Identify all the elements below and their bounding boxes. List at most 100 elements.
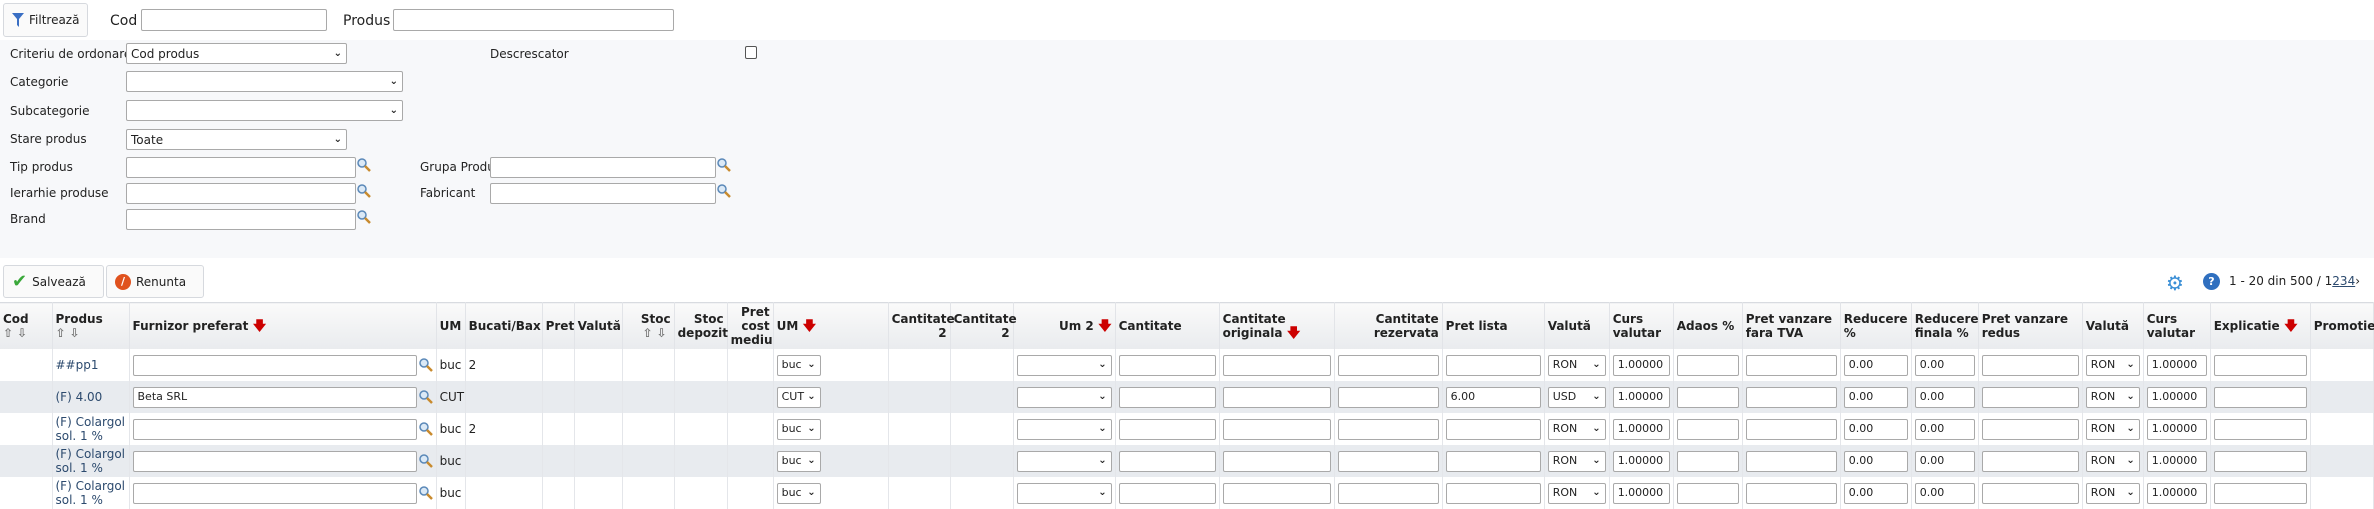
input[interactable]: 1.00000 [2146,386,2207,408]
select[interactable]: RON ⌄ [1547,354,1606,376]
column-header[interactable]: Curs valutar [1609,302,1674,349]
input[interactable] [132,418,418,440]
input[interactable] [1118,482,1216,504]
descrescator-checkbox[interactable] [745,46,757,59]
ierarhie-input[interactable] [126,183,356,204]
select[interactable]: RON ⌄ [1547,482,1606,504]
input[interactable] [1337,354,1439,376]
produs-input[interactable] [393,9,674,31]
column-header[interactable]: Furnizor preferat 🡇 [129,302,437,349]
cod-input[interactable] [141,9,327,31]
input[interactable] [1222,450,1331,472]
input[interactable] [1337,450,1439,472]
column-header[interactable]: Pret vanzare fara TVA [1742,302,1841,349]
select[interactable]: buc ⌄ [776,354,821,376]
cancel-button[interactable]: / Renunta [106,265,204,298]
input[interactable]: 1.00000 [1612,386,1670,408]
input[interactable]: 0.00 [1843,418,1908,440]
sort-arrows-icon[interactable]: ⇧⇩ [55,326,84,340]
column-header[interactable]: UM 🡇 [773,302,889,349]
input[interactable] [132,482,418,504]
input[interactable]: 0.00 [1843,354,1908,376]
column-header[interactable]: Adaos % [1673,302,1743,349]
input[interactable] [2213,354,2307,376]
input[interactable] [1445,450,1541,472]
column-header[interactable]: Um 2 🡇 [1013,302,1116,349]
select[interactable]: ⌄ [1016,450,1112,472]
input[interactable] [1745,450,1837,472]
input[interactable]: 1.00000 [2146,354,2207,376]
input[interactable] [1981,354,2079,376]
column-header[interactable]: Cod ⇧⇩ [0,302,53,349]
search-icon[interactable] [419,390,433,404]
column-header[interactable]: Stoc depozit [674,302,728,349]
sort-desc-icon[interactable]: 🡇 [1282,325,1301,341]
input[interactable]: 1.00000 [2146,450,2207,472]
column-header[interactable]: Pret cost mediu [727,302,774,349]
input[interactable]: 0.00 [1914,450,1975,472]
select[interactable]: RON ⌄ [2085,418,2140,440]
next-page-button[interactable]: › [2355,274,2361,288]
input[interactable] [1337,386,1439,408]
search-icon[interactable] [357,184,371,198]
product-name[interactable]: (F) Colargol sol. 1 % [55,447,126,475]
product-name[interactable]: (F) Colargol sol. 1 % [55,415,126,443]
input[interactable] [1981,418,2079,440]
column-header[interactable]: UM [436,302,466,349]
input[interactable]: 1.00000 [1612,354,1670,376]
input[interactable] [1337,418,1439,440]
subcategorie-select[interactable]: ⌄ [126,100,403,121]
grupa-input[interactable] [490,157,716,178]
help-icon[interactable]: ? [2203,273,2220,290]
select[interactable]: USD ⌄ [1547,386,1606,408]
input[interactable] [1745,354,1837,376]
input[interactable] [1745,482,1837,504]
search-icon[interactable] [419,486,433,500]
input[interactable] [1222,386,1331,408]
input[interactable]: 6.00 [1445,386,1541,408]
select[interactable]: ⌄ [1016,354,1112,376]
search-icon[interactable] [419,358,433,372]
categorie-select[interactable]: ⌄ [126,71,403,92]
sort-desc-icon[interactable]: 🡇 [798,318,817,334]
select[interactable]: RON ⌄ [2085,450,2140,472]
search-icon[interactable] [357,158,371,172]
input[interactable] [132,354,418,376]
column-header[interactable]: Cantitate 2 [950,302,1017,349]
save-button[interactable]: ✔ Salvează [3,265,104,298]
column-header[interactable]: Valută [1544,302,1610,349]
filter-button[interactable]: Filtrează [3,3,89,37]
input[interactable]: 1.00000 [2146,482,2207,504]
brand-input[interactable] [126,209,356,230]
column-header[interactable]: Valută [2082,302,2144,349]
select[interactable]: RON ⌄ [2085,354,2140,376]
tip-input[interactable] [126,157,356,178]
input[interactable] [2213,418,2307,440]
input[interactable] [2213,482,2307,504]
input[interactable] [1118,386,1216,408]
criteriu-select[interactable]: Cod produs ⌄ [126,43,347,64]
search-icon[interactable] [419,422,433,436]
column-header[interactable]: Cantitate rezervata [1334,302,1443,349]
input[interactable] [1981,450,2079,472]
input[interactable]: 0.00 [1843,482,1908,504]
column-header[interactable]: Pret vanzare redus [1978,302,2083,349]
select[interactable]: RON ⌄ [2085,386,2140,408]
input[interactable] [1222,482,1331,504]
page-link[interactable]: 3 [2339,274,2348,288]
column-header[interactable]: Valută [574,302,623,349]
column-header[interactable]: Promotie [2310,302,2374,349]
input[interactable] [1676,354,1739,376]
product-name[interactable]: ##pp1 [55,358,99,372]
input[interactable] [1676,450,1739,472]
column-header[interactable]: Pret [542,302,575,349]
search-icon[interactable] [357,210,371,224]
select[interactable]: ⌄ [1016,482,1112,504]
select[interactable]: ⌄ [1016,418,1112,440]
column-header[interactable]: Cantitate 2 [888,302,955,349]
input[interactable]: 1.00000 [1612,482,1670,504]
input[interactable] [1118,354,1216,376]
input[interactable] [1676,482,1739,504]
input[interactable] [2213,386,2307,408]
input[interactable] [1445,354,1541,376]
